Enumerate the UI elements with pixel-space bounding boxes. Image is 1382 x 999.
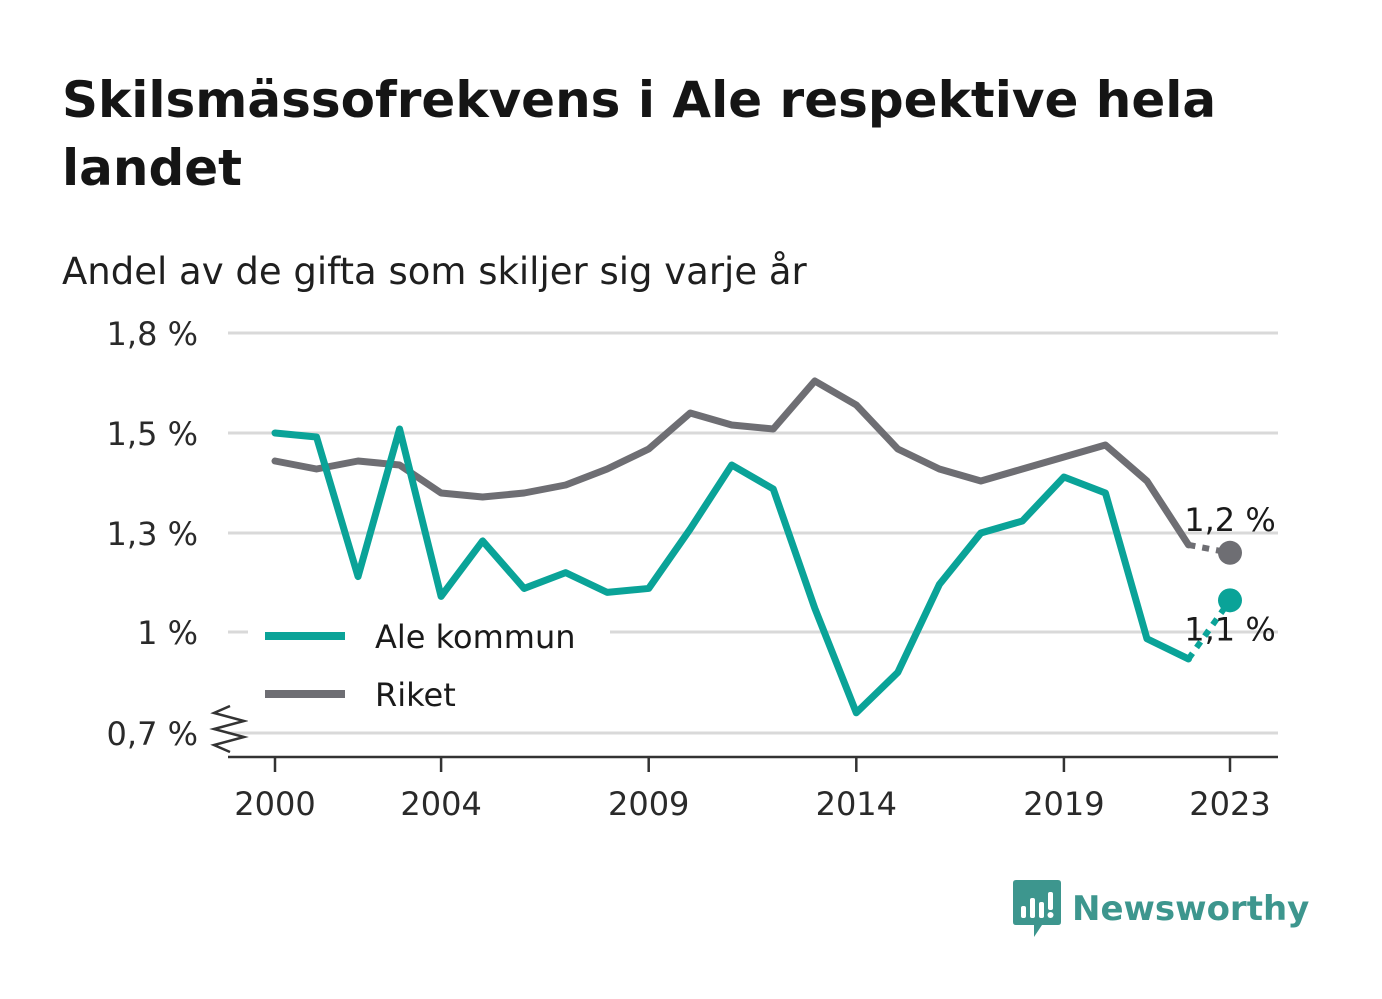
chart-subtitle: Andel av de gifta som skiljer sig varje …: [62, 250, 807, 293]
series-line-ale: [271, 425, 1192, 717]
axis-break-icon: [209, 704, 249, 754]
end-point-marker: [1218, 540, 1242, 565]
legend: Ale kommun Riket: [248, 600, 610, 730]
x-tick-label: 2023: [1189, 785, 1270, 823]
y-tick-label: 1 %: [137, 614, 198, 652]
x-tick-label: 2019: [1023, 785, 1104, 823]
series-line-riket: [271, 377, 1192, 549]
series-lines: [271, 377, 1242, 717]
chart-title: Skilsmässofrekvens i Ale respektive hela…: [62, 71, 1217, 197]
legend-label: Riket: [375, 676, 456, 714]
end-value-label: 1,2 %: [1184, 501, 1275, 539]
brand-name: Newsworthy: [1072, 889, 1310, 929]
x-tick-label: 2014: [816, 785, 897, 823]
end-labels: 1,2 % 1,1 %: [1184, 501, 1275, 649]
end-value-label: 1,1 %: [1184, 610, 1275, 648]
legend-box: [248, 600, 610, 730]
end-point-marker: [1218, 588, 1242, 613]
x-tick-label: 2000: [234, 785, 315, 823]
y-tick-label: 0,7 %: [107, 715, 198, 753]
x-tick-label: 2004: [400, 785, 481, 823]
brand-logo: Newsworthy: [1012, 878, 1309, 940]
y-tick-label: 1,3 %: [107, 515, 198, 553]
legend-label: Ale kommun: [375, 618, 576, 656]
y-tick-label: 1,8 %: [107, 315, 198, 353]
y-tick-label: 1,5 %: [107, 415, 198, 453]
x-tick-label: 2009: [608, 785, 689, 823]
newsworthy-logo-icon: [1013, 880, 1061, 937]
axes: 0,7 % 1 % 1,3 % 1,5 % 1,8 % 2000 2004 2009 2014 2…: [107, 315, 1278, 823]
